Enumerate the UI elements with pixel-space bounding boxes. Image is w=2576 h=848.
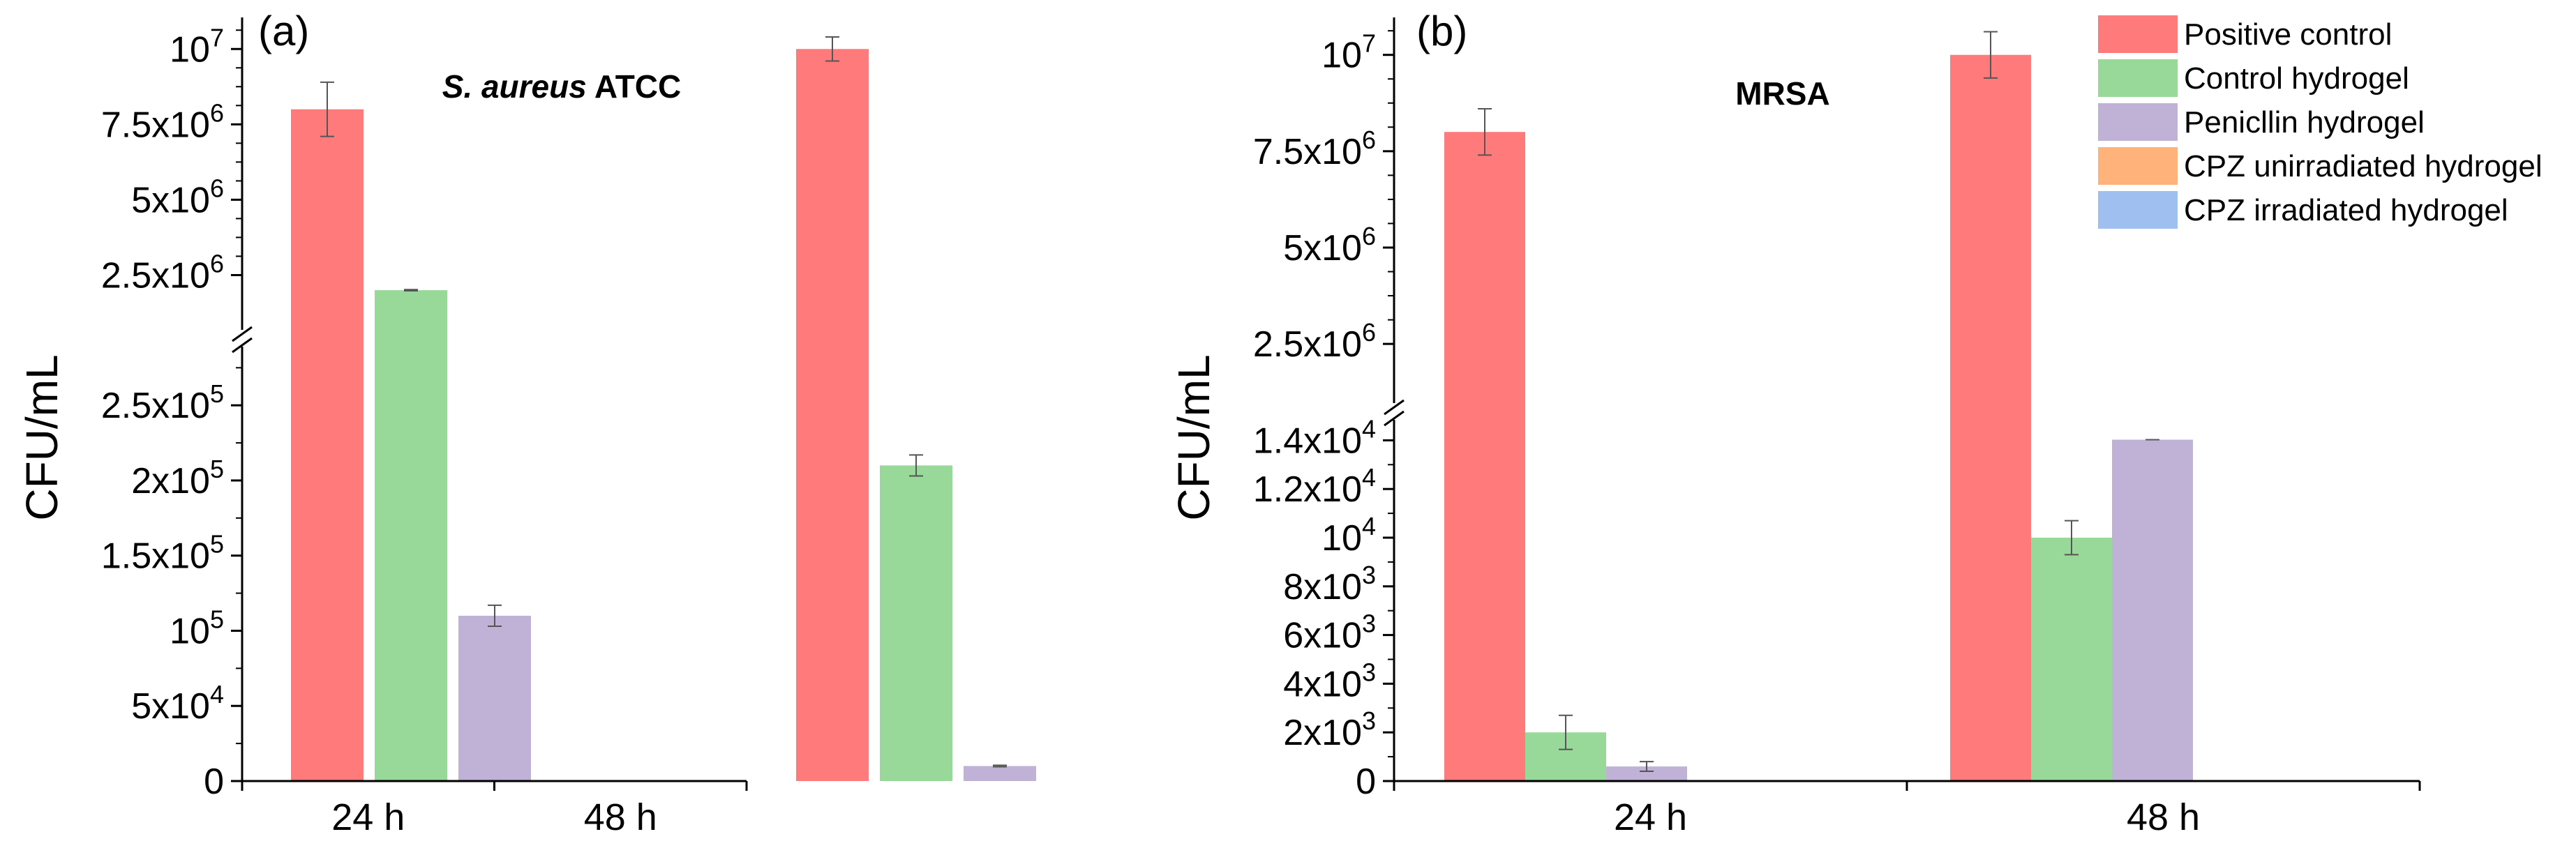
chart-panel-a: 24 h 48 h 0 5x104 105 1.5x105 2x105 2.5x105 2.5x… (17, 8, 1036, 838)
axis-break-mark (232, 326, 253, 342)
y-tick-label: 2.5x105 (101, 379, 224, 426)
y-axis-title: CFU/mL (1169, 354, 1219, 520)
legend-swatch (2098, 15, 2178, 53)
chart-panel-b: 24 h 48 h02x1034x1036x1038x1031041.2x1041… (1169, 8, 2421, 838)
error-bar (909, 454, 923, 477)
y-tick-label: 1.2x104 (1253, 463, 1376, 510)
axes (231, 17, 748, 791)
y-tick-label: 107 (170, 23, 224, 70)
bar-positive-control-24h (291, 109, 364, 781)
legend-swatch (2098, 147, 2178, 185)
y-tick-label: 105 (170, 605, 224, 651)
x-tick-label: 24 h (331, 796, 405, 838)
error-bar (488, 604, 502, 628)
legend-label: CPZ unirradiated hydrogel (2184, 149, 2543, 183)
x-tick-label: 48 h (584, 796, 657, 838)
y-tick-label: 107 (1321, 29, 1376, 76)
legend-swatch (2098, 103, 2178, 141)
x-tick-label: 48 h (2127, 796, 2200, 838)
legend-label: Penicllin hydrogel (2184, 105, 2425, 139)
y-tick-label: 2.5x106 (1253, 318, 1376, 365)
y-tick-label: 0 (1356, 762, 1376, 802)
bar-positive-control-48h (796, 49, 869, 782)
y-tick-label: 1.4x104 (1253, 414, 1376, 461)
legend-label: Positive control (2184, 17, 2392, 52)
y-tick-label: 8x103 (1283, 561, 1376, 607)
axis-break-mark (232, 337, 253, 354)
y-tick-label: 104 (1321, 512, 1376, 559)
y-tick-label: 7.5x106 (101, 98, 224, 145)
bar-positive-control-48h (1950, 54, 2031, 782)
error-bar (1984, 31, 1998, 79)
axis-break-mark (1384, 399, 1405, 416)
error-bar (2065, 520, 2079, 556)
legend-label: Control hydrogel (2184, 61, 2409, 96)
error-bar (320, 81, 334, 137)
y-tick-label: 5x104 (131, 680, 224, 727)
error-bar (993, 764, 1007, 768)
bar-control-hydrogel-48h (2031, 538, 2112, 781)
y-axis-title: CFU/mL (17, 354, 67, 520)
panel-title: S. aureus ATCC (442, 68, 682, 105)
panel-label: (b) (1416, 8, 1467, 54)
bar-penicllin-hydrogel-48h (964, 766, 1036, 781)
y-tick-label: 7.5x106 (1253, 126, 1376, 172)
y-tick-label: 0 (204, 762, 224, 802)
legend-label: CPZ irradiated hydrogel (2184, 193, 2508, 227)
y-tick-label: 2x105 (131, 455, 224, 501)
panel-label: (a) (258, 8, 309, 54)
bar-control-hydrogel-48h (880, 465, 952, 781)
bar-positive-control-24h (1444, 132, 1525, 782)
y-tick-label: 5x106 (131, 174, 224, 220)
legend: Positive control Control hydrogel Peniclli… (2098, 15, 2543, 229)
error-bar (1559, 714, 1573, 750)
y-tick-label: 2x103 (1283, 706, 1376, 753)
axes (1383, 17, 2421, 791)
panel-title: MRSA (1735, 75, 1829, 112)
x-tick-label: 24 h (1614, 796, 1687, 838)
y-tick-label: 6x103 (1283, 610, 1376, 656)
y-tick-label: 5x106 (1283, 222, 1376, 268)
legend-swatch (2098, 59, 2178, 97)
y-tick-label: 1.5x105 (101, 530, 224, 577)
y-tick-label: 2.5x106 (101, 249, 224, 296)
bar-penicllin-hydrogel-48h (2112, 439, 2193, 781)
error-bar (1478, 108, 1492, 156)
error-bar (404, 289, 418, 292)
legend-swatch (2098, 191, 2178, 229)
error-bar (825, 36, 839, 62)
y-tick-label: 4x103 (1283, 658, 1376, 704)
bar-penicllin-hydrogel-24h (1606, 766, 1687, 781)
bar-penicllin-hydrogel-24h (458, 615, 531, 781)
error-bar (1640, 761, 1654, 773)
bar-control-hydrogel-24h (375, 290, 447, 781)
axis-break-mark (1384, 410, 1405, 427)
